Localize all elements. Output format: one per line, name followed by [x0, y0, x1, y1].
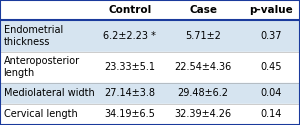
Text: 0.04: 0.04 [260, 88, 281, 98]
Text: 27.14±3.8: 27.14±3.8 [104, 88, 155, 98]
Text: 0.37: 0.37 [260, 31, 281, 41]
Text: 5.71±2: 5.71±2 [185, 31, 221, 41]
Text: 6.2±2.23 *: 6.2±2.23 * [103, 31, 156, 41]
Bar [0, 104, 300, 125]
Text: Control: Control [108, 5, 152, 15]
Text: 22.54±4.36: 22.54±4.36 [175, 62, 232, 72]
Text: Cervical length: Cervical length [4, 110, 77, 120]
Text: p-value: p-value [249, 5, 292, 15]
Text: 32.39±4.26: 32.39±4.26 [175, 110, 232, 120]
Text: Case: Case [189, 5, 217, 15]
Bar [0, 20, 300, 52]
Text: Mediolateral width: Mediolateral width [4, 88, 94, 98]
Bar [0, 52, 300, 83]
Text: Endometrial
thickness: Endometrial thickness [4, 25, 63, 47]
Text: 0.45: 0.45 [260, 62, 281, 72]
Bar [0, 83, 300, 104]
Text: 29.48±6.2: 29.48±6.2 [178, 88, 229, 98]
Text: 34.19±6.5: 34.19±6.5 [104, 110, 155, 120]
Text: 23.33±5.1: 23.33±5.1 [104, 62, 155, 72]
Text: 0.14: 0.14 [260, 110, 281, 120]
Bar [0, 0, 300, 20]
Text: Anteroposterior
length: Anteroposterior length [4, 56, 80, 78]
